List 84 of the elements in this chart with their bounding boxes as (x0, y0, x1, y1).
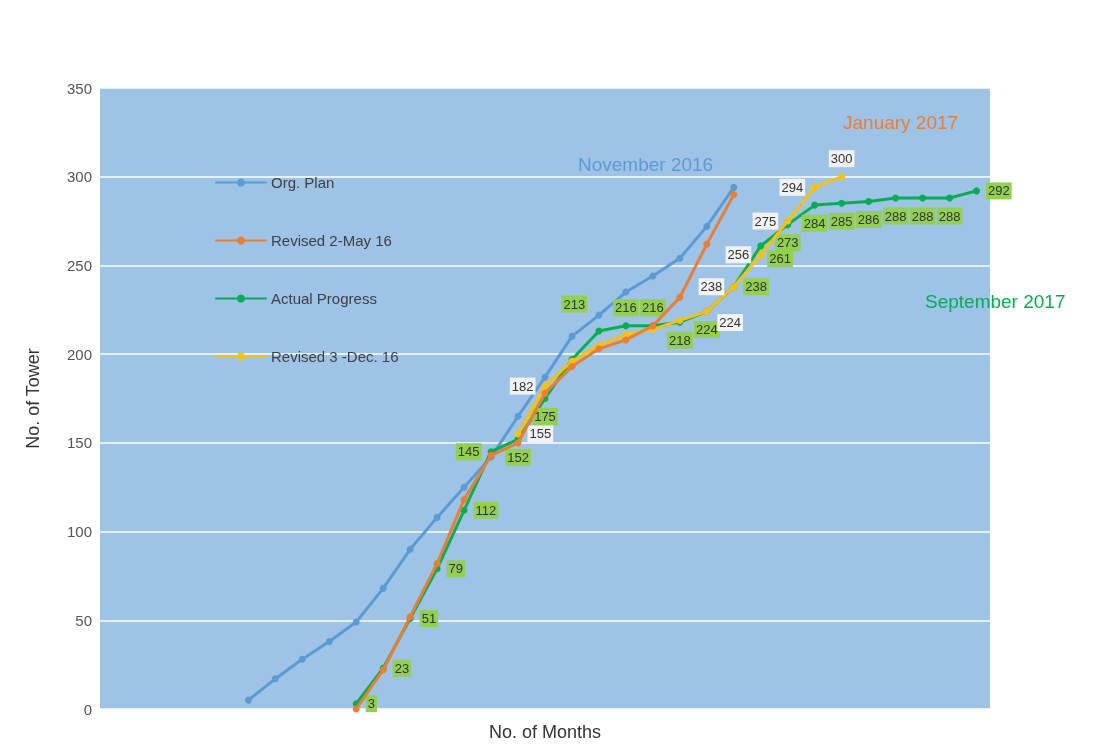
point (919, 194, 927, 202)
y-tick-label: 250 (66, 256, 92, 274)
data-label: 275 (754, 213, 777, 229)
point (757, 251, 765, 259)
point (811, 183, 819, 191)
data-label: 152 (507, 449, 529, 465)
point (703, 240, 711, 248)
point (811, 201, 819, 209)
x-axis-title: No. of Months (488, 722, 602, 742)
data-label: 23 (394, 660, 410, 676)
data-label: 51 (421, 611, 437, 627)
data-label: 175 (534, 409, 556, 424)
data-label: 182 (511, 378, 534, 394)
point (298, 655, 306, 663)
point (568, 332, 576, 340)
point (541, 373, 549, 381)
data-label: 3 (367, 696, 375, 712)
point (649, 272, 657, 280)
legend-label: Org. Plan (271, 174, 335, 191)
data-label: 300 (830, 151, 853, 167)
data-label: 288 (911, 208, 934, 224)
point (352, 705, 360, 713)
point (568, 363, 576, 371)
point (379, 584, 387, 592)
data-label: 261 (769, 251, 791, 267)
data-label: 216 (642, 300, 664, 316)
point (730, 190, 738, 198)
point (757, 242, 765, 250)
point (514, 412, 522, 420)
data-label: 238 (745, 279, 767, 295)
annotation: November 2016 (578, 154, 714, 175)
point (622, 322, 630, 330)
data-label: 218 (669, 332, 691, 348)
data-label: 224 (719, 315, 742, 331)
data-label: 273 (776, 235, 799, 251)
point (676, 254, 684, 262)
point (838, 173, 846, 181)
data-label: 155 (529, 426, 552, 442)
point (838, 199, 846, 207)
data-label: 224 (695, 322, 718, 338)
data-label: 112 (475, 502, 497, 518)
y-tick-label: 0 (83, 700, 92, 718)
point (676, 293, 684, 301)
legend-label: Actual Progress (271, 290, 377, 307)
y-tick-label: 300 (66, 168, 92, 186)
data-label: 292 (988, 183, 1010, 199)
y-tick-label: 200 (66, 345, 92, 363)
data-label: 285 (830, 213, 853, 229)
point (595, 345, 603, 353)
y-tick-label: 350 (66, 79, 92, 97)
data-label: 284 (803, 215, 826, 231)
annotation: January 2017 (843, 112, 959, 133)
point (730, 183, 738, 191)
point (973, 187, 981, 195)
point (325, 638, 333, 646)
y-tick-label: 100 (66, 523, 92, 541)
y-axis-title: No. of Tower (23, 348, 43, 449)
point (865, 198, 873, 206)
data-label: 79 (448, 561, 464, 577)
data-label: 213 (563, 296, 586, 312)
data-label: 286 (857, 212, 880, 228)
data-label: 216 (615, 300, 637, 316)
point (460, 483, 468, 491)
point (784, 217, 792, 225)
legend-label: Revised 3 -Dec. 16 (271, 348, 399, 365)
point (352, 618, 360, 626)
point (433, 560, 441, 568)
point (244, 696, 252, 704)
point (460, 496, 468, 504)
y-tick-label: 150 (66, 434, 92, 452)
point (271, 675, 279, 683)
y-tick-label: 50 (75, 611, 92, 629)
data-label: 288 (884, 208, 907, 224)
point (406, 545, 414, 553)
data-label: 294 (781, 179, 804, 195)
point (433, 513, 441, 521)
data-label: 256 (727, 247, 750, 263)
point (703, 222, 711, 230)
data-label: 145 (457, 444, 480, 460)
data-label: 238 (700, 279, 723, 295)
legend-label: Revised 2-May 16 (271, 232, 392, 249)
data-label: 288 (938, 208, 961, 224)
point (892, 194, 900, 202)
point (946, 194, 954, 202)
